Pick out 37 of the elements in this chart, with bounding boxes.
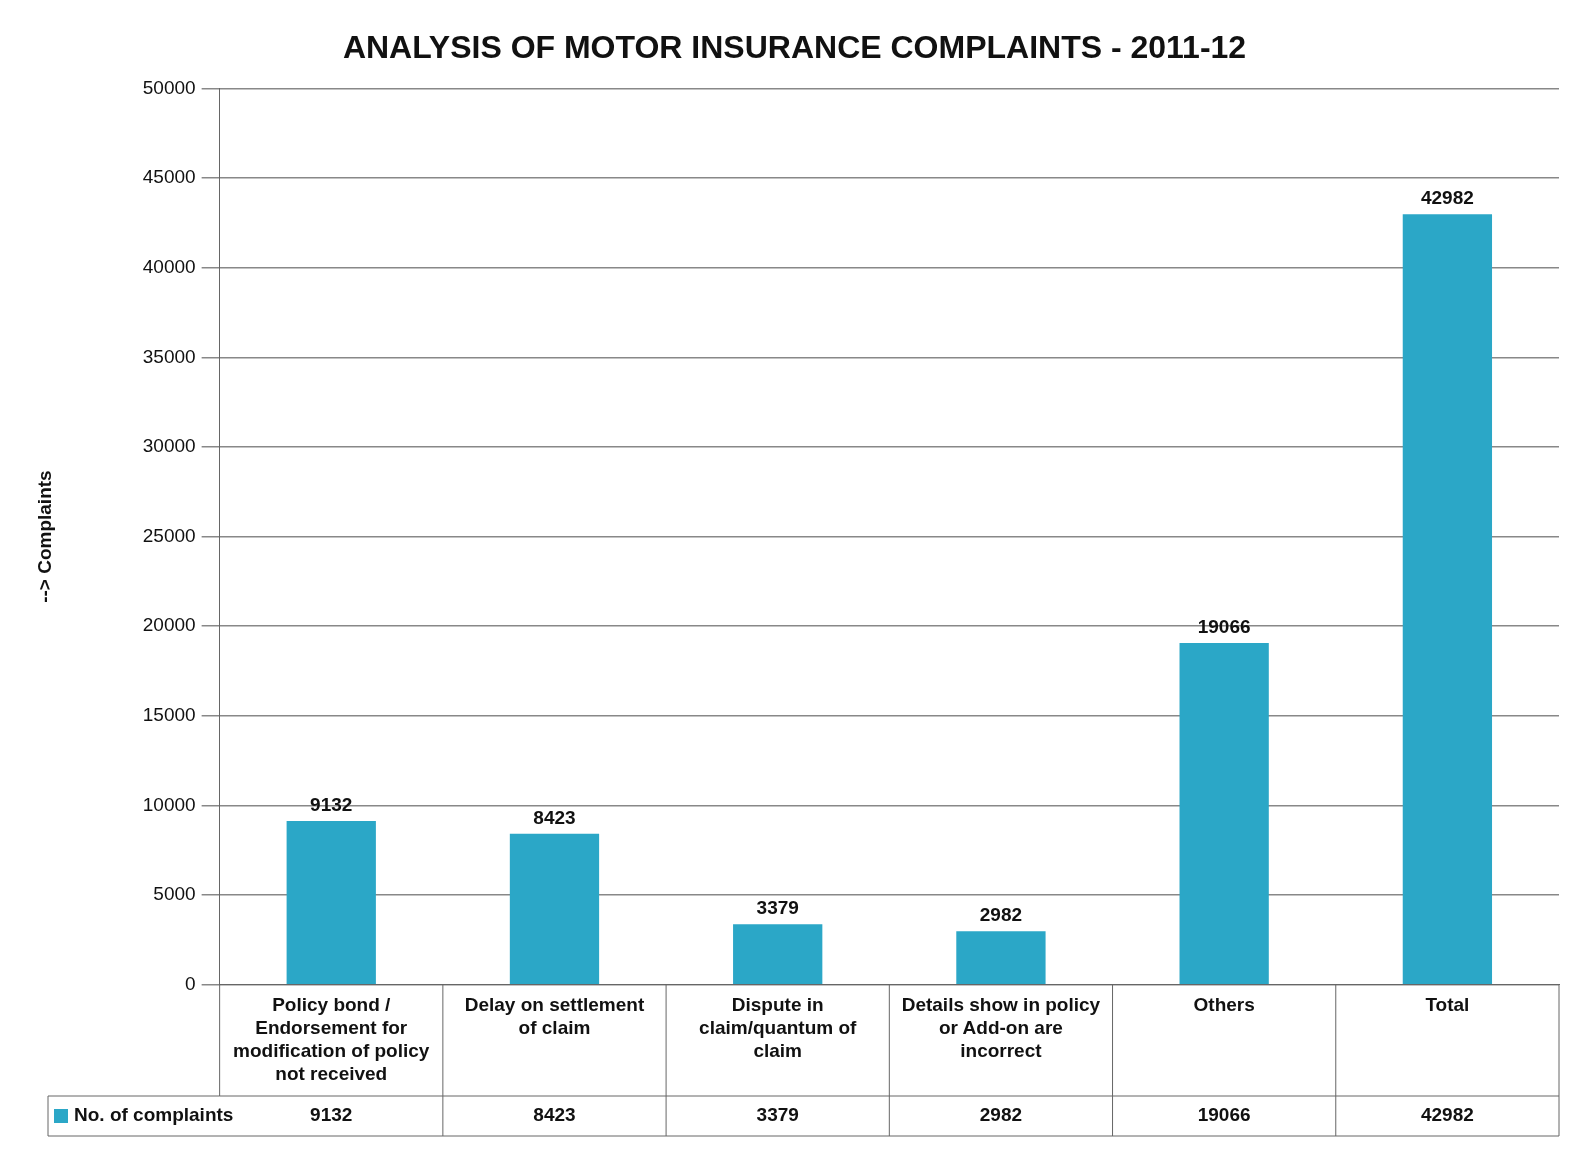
y-tick-label: 45000 [142,166,196,188]
y-tick-label: 25000 [142,524,196,546]
bar [509,833,600,985]
x-tick-label: Others [1193,994,1255,1016]
x-tick-label: Policy bond / Endorsement for modification of policy not received [233,994,430,1084]
data-label: 2982 [979,1104,1023,1126]
bar [956,931,1046,985]
chart-title: ANALYSIS OF MOTOR INSURANCE COMPLAINTS - 2011-12 [342,29,1247,66]
y-tick-label: 30000 [142,435,196,457]
y-tick-label: 20000 [142,614,196,636]
x-tick-label: Details show in policy or Add-on are incorrect [901,994,1101,1062]
annotation: 8423 [533,806,576,828]
annotation: 3379 [756,896,799,918]
x-tick-label: Delay on settlement of claim [464,994,645,1039]
bar [733,924,823,985]
y-tick-label: 35000 [142,345,196,367]
data-label: 9132 [310,1104,353,1126]
data-label: 19066 [1197,1104,1251,1126]
annotation: 42982 [1420,186,1474,208]
annotation: 2982 [979,904,1023,926]
y-tick-label: 40000 [142,255,196,277]
x-tick-label: Total [1425,994,1470,1016]
y-axis-title: --> Complaints [33,470,55,603]
bar [286,821,376,985]
y-tick-label: 5000 [153,883,196,905]
y-tick-label: 0 [185,973,196,995]
y-tick-label: 10000 [142,793,196,815]
data-label: 3379 [756,1104,799,1126]
bar [1402,214,1493,985]
y-tick-label: 50000 [142,76,196,98]
data-label: 8423 [533,1104,576,1126]
bar [1179,642,1269,985]
x-tick-label: Dispute in claim/quantum of claim [699,994,858,1062]
data-label: 42982 [1420,1104,1474,1126]
annotation: 9132 [310,793,353,815]
y-tick-label: 15000 [142,704,196,726]
annotation: 19066 [1197,615,1251,637]
